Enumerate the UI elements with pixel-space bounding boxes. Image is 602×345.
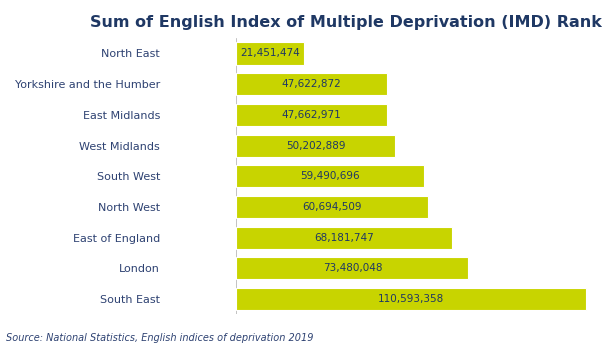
Title: Sum of English Index of Multiple Deprivation (IMD) Rank (2019): Sum of English Index of Multiple Depriva… — [90, 15, 602, 30]
Bar — [237, 104, 387, 126]
Text: Source: National Statistics, English indices of deprivation 2019: Source: National Statistics, English ind… — [6, 333, 314, 343]
Bar — [237, 73, 386, 95]
Text: 47,662,971: 47,662,971 — [282, 110, 341, 120]
Text: 47,622,872: 47,622,872 — [282, 79, 341, 89]
Text: 60,694,509: 60,694,509 — [302, 202, 362, 212]
Text: 59,490,696: 59,490,696 — [300, 171, 360, 181]
Bar — [237, 227, 452, 249]
Text: 21,451,474: 21,451,474 — [240, 48, 300, 58]
Bar — [237, 288, 586, 310]
Bar — [237, 196, 428, 218]
Text: 110,593,358: 110,593,358 — [378, 294, 444, 304]
Text: 68,181,747: 68,181,747 — [314, 233, 374, 243]
Bar — [237, 42, 304, 65]
Bar — [237, 165, 424, 187]
Bar — [237, 257, 468, 279]
Text: 73,480,048: 73,480,048 — [323, 264, 382, 274]
Text: 50,202,889: 50,202,889 — [286, 140, 346, 150]
Bar — [237, 135, 395, 157]
